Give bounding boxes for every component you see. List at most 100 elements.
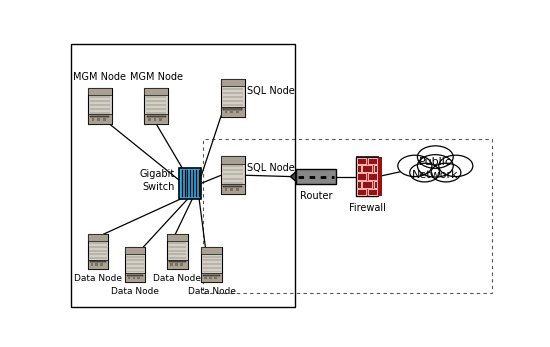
Bar — [202, 271, 221, 272]
Bar — [159, 118, 162, 120]
Bar — [146, 112, 167, 114]
Bar — [357, 158, 366, 164]
Bar — [125, 273, 145, 282]
Bar — [221, 107, 245, 117]
Bar — [179, 168, 201, 198]
Bar — [89, 253, 107, 255]
Bar — [357, 181, 361, 188]
Bar — [96, 263, 98, 265]
Bar — [146, 104, 167, 106]
Bar — [221, 156, 245, 164]
Bar — [236, 111, 239, 113]
Bar — [126, 267, 144, 269]
Bar — [230, 188, 233, 191]
Text: Data Node: Data Node — [188, 287, 235, 296]
Bar — [368, 189, 377, 195]
Bar — [223, 88, 243, 90]
Bar — [128, 277, 130, 279]
Bar — [356, 156, 378, 157]
Circle shape — [398, 155, 432, 177]
Bar — [221, 79, 245, 117]
Bar — [204, 139, 492, 293]
Bar — [201, 247, 222, 254]
Bar — [373, 181, 377, 188]
Text: Router: Router — [300, 191, 332, 201]
Bar — [223, 104, 243, 106]
Bar — [90, 100, 110, 102]
Bar — [88, 88, 112, 124]
Bar — [91, 116, 109, 117]
Text: SQL Node: SQL Node — [247, 86, 295, 95]
Bar — [87, 234, 108, 241]
Text: SQL Node: SQL Node — [247, 163, 295, 173]
Bar — [168, 253, 186, 255]
Bar — [202, 256, 221, 257]
Bar — [223, 96, 243, 98]
Bar — [221, 184, 245, 194]
Bar — [378, 157, 382, 196]
Circle shape — [410, 163, 439, 182]
Bar — [223, 181, 243, 184]
Bar — [201, 247, 222, 282]
Bar — [202, 260, 221, 261]
Bar — [356, 157, 378, 196]
Bar — [145, 88, 168, 95]
Bar — [126, 274, 143, 276]
Bar — [223, 174, 243, 176]
Bar — [221, 79, 245, 86]
Bar — [170, 263, 173, 265]
Bar — [167, 234, 188, 269]
Bar — [223, 166, 243, 167]
Bar — [204, 274, 220, 276]
Circle shape — [417, 155, 453, 177]
Circle shape — [439, 155, 473, 177]
Bar — [88, 88, 112, 95]
Bar — [145, 88, 168, 124]
Bar — [97, 118, 100, 120]
Bar — [89, 250, 107, 252]
Bar — [90, 112, 110, 114]
Bar — [362, 181, 372, 188]
Bar — [223, 178, 243, 179]
Bar — [230, 111, 233, 113]
Text: Data Node: Data Node — [74, 274, 122, 283]
Bar — [168, 242, 186, 244]
Bar — [224, 188, 228, 191]
Bar — [146, 96, 167, 98]
Bar — [169, 261, 186, 262]
Bar — [90, 108, 110, 110]
Bar — [175, 263, 178, 265]
Text: Gigabit
Switch: Gigabit Switch — [140, 169, 175, 192]
Bar — [236, 188, 239, 191]
Bar — [223, 169, 243, 171]
Bar — [223, 100, 243, 102]
Bar — [201, 273, 222, 282]
Bar — [202, 267, 221, 269]
Bar — [214, 277, 217, 279]
Bar — [168, 246, 186, 248]
Bar — [146, 100, 167, 102]
Text: Public
Network: Public Network — [412, 157, 459, 180]
Bar — [133, 277, 135, 279]
Bar — [223, 92, 243, 94]
Bar — [126, 260, 144, 261]
Bar — [89, 242, 107, 244]
Bar — [101, 263, 103, 265]
Bar — [126, 256, 144, 257]
Bar — [168, 257, 186, 259]
Bar — [202, 263, 221, 265]
Bar — [125, 247, 145, 254]
Bar — [148, 118, 151, 120]
Bar — [146, 108, 167, 110]
Bar — [145, 88, 168, 95]
Bar — [71, 43, 295, 307]
Bar — [168, 250, 186, 252]
Text: Firewall: Firewall — [349, 203, 386, 213]
Bar — [90, 96, 110, 98]
Bar — [357, 173, 366, 180]
Bar — [126, 271, 144, 272]
Text: MGM Node: MGM Node — [130, 73, 183, 82]
Bar — [88, 115, 112, 124]
Bar — [87, 260, 108, 269]
Circle shape — [417, 146, 453, 168]
